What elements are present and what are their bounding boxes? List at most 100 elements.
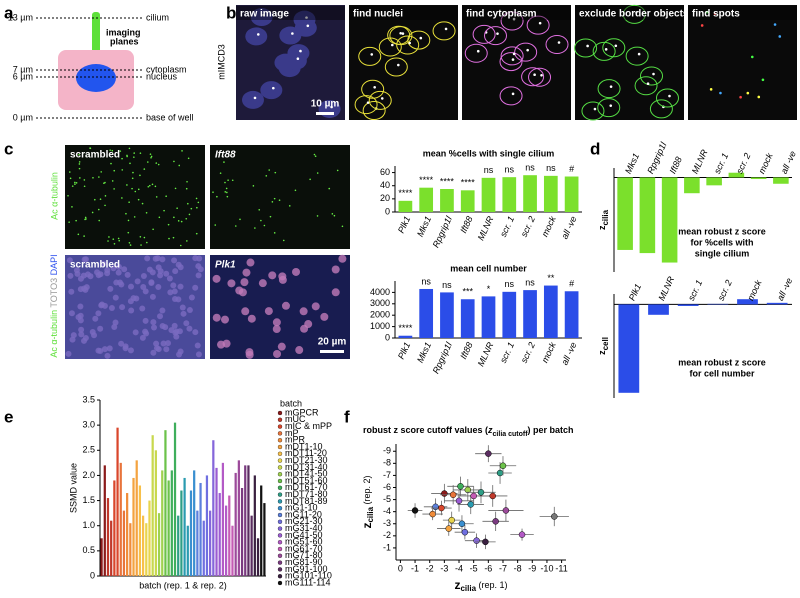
cell-outline xyxy=(362,101,386,121)
speck xyxy=(104,204,106,207)
x-tick-label: Rpgrip1l xyxy=(645,140,669,176)
legend-label: mG51-60 xyxy=(285,537,323,547)
spot xyxy=(668,94,671,98)
annotation: mean robust z score xyxy=(678,357,766,367)
y-tick-label: -7 xyxy=(383,470,391,480)
spot xyxy=(540,73,543,77)
speck xyxy=(176,207,178,209)
speck xyxy=(143,168,146,170)
x-axis-label: batch (rep. 1 & rep. 2) xyxy=(139,580,227,590)
x-tick-label: Ift88 xyxy=(458,341,474,361)
speck xyxy=(127,219,130,222)
legend-label: mDT41-50 xyxy=(285,469,328,479)
speck xyxy=(140,283,147,290)
y-tick-label: 2000 xyxy=(370,310,390,320)
speck xyxy=(194,342,201,349)
legend-swatch xyxy=(277,553,283,558)
point xyxy=(429,510,436,518)
spot xyxy=(511,58,515,61)
bar xyxy=(247,465,250,576)
spot xyxy=(397,63,400,67)
x-tick-label: -4 xyxy=(455,563,463,573)
speck xyxy=(68,288,75,295)
speck xyxy=(75,219,77,222)
micrograph xyxy=(65,145,205,249)
point xyxy=(489,492,496,500)
bar xyxy=(209,510,212,576)
speck xyxy=(71,185,74,187)
level-label: 6 µm xyxy=(13,71,33,81)
speck xyxy=(118,340,125,347)
legend-label: mPR xyxy=(285,435,306,445)
speck xyxy=(224,191,227,193)
spot xyxy=(256,33,260,36)
spot xyxy=(444,27,448,31)
x-tick-label: MLNR xyxy=(476,340,496,368)
bar xyxy=(193,470,196,576)
speck xyxy=(260,219,262,222)
point xyxy=(502,507,510,514)
point xyxy=(455,497,463,505)
significance: **** xyxy=(419,175,434,185)
speck xyxy=(172,236,175,239)
x-tick-label: -9 xyxy=(528,563,536,573)
speck xyxy=(168,327,175,334)
speck xyxy=(131,177,134,180)
scale-bar xyxy=(316,112,334,115)
speck xyxy=(186,240,188,242)
point xyxy=(461,528,469,536)
speck xyxy=(174,187,177,190)
legend-label: mG21-30 xyxy=(285,516,323,526)
y-tick-label: 3000 xyxy=(370,298,390,308)
x-tick-label: mock xyxy=(757,151,775,175)
speck xyxy=(97,325,104,332)
image-label: scrambled xyxy=(70,260,120,271)
bar xyxy=(132,477,135,576)
spot xyxy=(646,82,650,86)
annotation: for cell number xyxy=(689,368,755,378)
y-tick-label: -2 xyxy=(383,530,391,540)
y-tick-label: 60 xyxy=(380,167,390,177)
speck xyxy=(268,169,271,171)
speck xyxy=(159,256,166,263)
speck xyxy=(157,268,164,275)
x-tick-label: -10 xyxy=(540,563,553,573)
speck xyxy=(316,215,319,217)
stain-label: Ac α-tubulin xyxy=(49,172,59,220)
y-label-main: z xyxy=(597,350,607,355)
bar xyxy=(148,500,151,576)
point xyxy=(464,486,472,494)
x-tick-label: Mks1 xyxy=(415,215,433,239)
speck xyxy=(83,235,85,237)
speck xyxy=(151,324,158,331)
speck xyxy=(101,346,108,353)
bar xyxy=(481,177,496,212)
spot xyxy=(299,49,302,53)
legend-swatch xyxy=(277,519,283,524)
bar xyxy=(183,477,186,576)
bar xyxy=(138,485,142,576)
legend-swatch xyxy=(277,526,283,531)
level-name: base of well xyxy=(146,112,194,122)
x-tick-label: all -ve xyxy=(559,215,578,241)
cell-outline xyxy=(284,51,307,70)
speck xyxy=(170,282,177,289)
speck xyxy=(195,351,202,358)
y-tick-label: 0 xyxy=(90,570,95,580)
legend-swatch xyxy=(277,560,283,565)
y-tick-label: -1 xyxy=(383,542,391,552)
y-tick-label: 4000 xyxy=(370,287,390,297)
legend-label: mG1-10 xyxy=(285,503,318,513)
bar xyxy=(189,490,193,576)
legend-swatch xyxy=(277,431,283,436)
speck xyxy=(225,187,228,190)
bar xyxy=(648,304,669,315)
spot xyxy=(370,53,374,56)
speck xyxy=(188,294,195,301)
significance: ns xyxy=(505,279,515,289)
speck xyxy=(81,256,88,263)
speck xyxy=(124,271,131,278)
legend-label: mUC xyxy=(285,414,306,424)
speck xyxy=(155,346,162,353)
legend-label: mDT31-40 xyxy=(285,462,328,472)
